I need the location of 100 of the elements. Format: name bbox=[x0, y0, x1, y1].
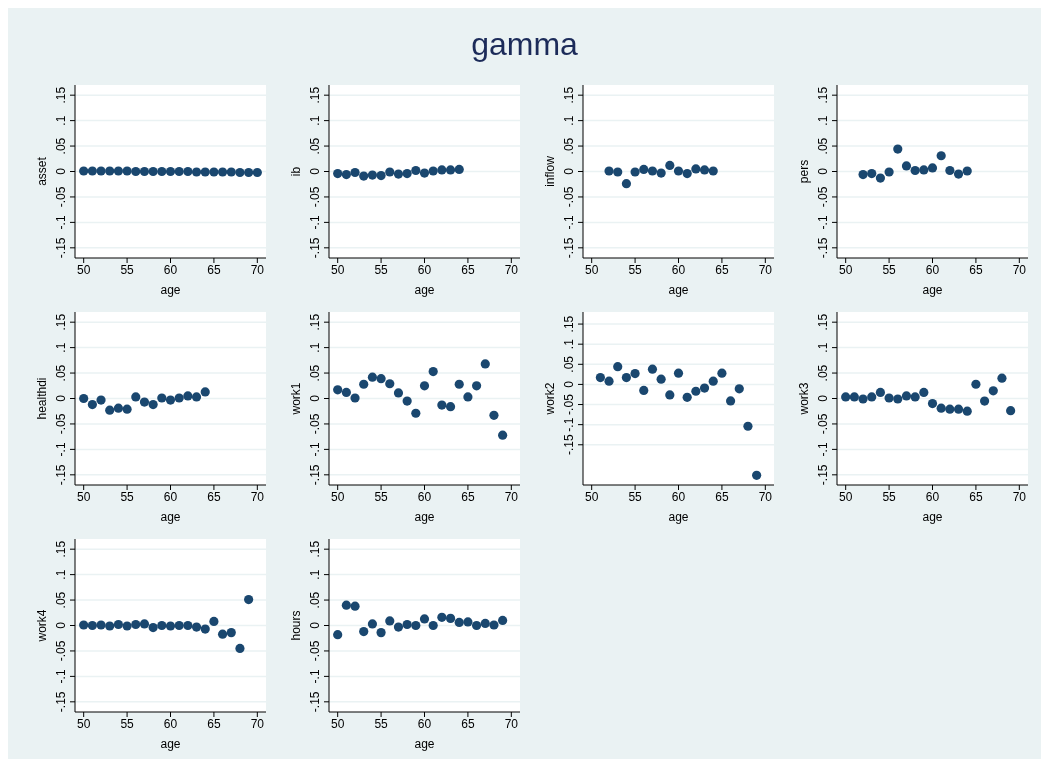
point bbox=[341, 387, 351, 397]
y-tick-label: -.15 bbox=[308, 237, 322, 259]
x-tick-label: 60 bbox=[163, 262, 178, 277]
x-tick-label: 60 bbox=[417, 262, 432, 277]
point bbox=[893, 144, 903, 154]
point bbox=[945, 165, 955, 176]
point bbox=[656, 374, 666, 384]
y-tick-label: .05 bbox=[54, 364, 68, 382]
x-axis-title: age bbox=[414, 737, 435, 751]
x-tick-label: 55 bbox=[120, 716, 135, 731]
x-tick-label: 50 bbox=[331, 262, 345, 277]
y-tick-label: .05 bbox=[308, 591, 322, 609]
y-tick-label: -.15 bbox=[816, 237, 830, 259]
x-tick-label: 65 bbox=[207, 489, 221, 504]
point bbox=[613, 167, 623, 177]
point bbox=[875, 173, 886, 183]
point bbox=[717, 368, 727, 378]
point bbox=[630, 368, 640, 379]
y-tick-label: 0 bbox=[562, 380, 576, 388]
point bbox=[673, 166, 684, 176]
point bbox=[385, 379, 395, 389]
point bbox=[621, 372, 632, 383]
y-tick-label: -.1 bbox=[816, 442, 830, 457]
point bbox=[480, 618, 490, 629]
y-tick-label: .1 bbox=[308, 342, 322, 353]
x-axis-title: age bbox=[922, 283, 943, 297]
point bbox=[428, 366, 438, 377]
point bbox=[682, 168, 692, 179]
x-tick-label: 70 bbox=[250, 489, 265, 504]
point bbox=[333, 385, 343, 395]
point bbox=[139, 397, 150, 407]
point bbox=[191, 622, 202, 632]
x-axis-title: age bbox=[668, 283, 689, 297]
y-tick-label: .05 bbox=[816, 137, 830, 155]
y-tick-label: -.05 bbox=[308, 186, 322, 208]
point bbox=[910, 392, 920, 402]
y-tick-label: .1 bbox=[816, 115, 830, 126]
point bbox=[919, 387, 929, 397]
point bbox=[122, 404, 132, 414]
y-tick-label: .15 bbox=[54, 313, 68, 331]
point bbox=[910, 165, 920, 176]
point bbox=[157, 620, 167, 631]
y-axis-title: healthdi bbox=[35, 377, 50, 420]
point bbox=[359, 379, 369, 389]
x-axis-title: age bbox=[922, 510, 943, 524]
y-tick-label: .05 bbox=[816, 364, 830, 382]
x-tick-label: 65 bbox=[969, 262, 983, 277]
x-tick-label: 70 bbox=[758, 262, 773, 277]
point bbox=[437, 400, 447, 410]
point bbox=[665, 390, 675, 400]
y-tick-label: .1 bbox=[54, 342, 68, 353]
point bbox=[411, 620, 421, 631]
point bbox=[183, 391, 193, 401]
x-tick-label: 55 bbox=[120, 489, 135, 504]
point bbox=[79, 393, 89, 404]
point bbox=[217, 629, 228, 639]
point bbox=[445, 613, 456, 623]
point bbox=[867, 168, 877, 179]
x-axis-title: age bbox=[160, 283, 181, 297]
point bbox=[428, 166, 438, 176]
y-tick-label: -.05 bbox=[562, 393, 576, 415]
point bbox=[96, 620, 106, 630]
point bbox=[673, 368, 684, 378]
x-tick-label: 65 bbox=[461, 716, 475, 731]
y-tick-label: -.15 bbox=[54, 464, 68, 486]
point bbox=[437, 612, 447, 622]
x-tick-label: 50 bbox=[839, 489, 853, 504]
y-tick-label: -.1 bbox=[54, 669, 68, 684]
x-tick-label: 65 bbox=[715, 262, 729, 277]
x-tick-label: 50 bbox=[585, 489, 599, 504]
x-axis-title: age bbox=[414, 510, 435, 524]
x-axis-title: age bbox=[160, 510, 181, 524]
y-tick-label: -.1 bbox=[54, 215, 68, 230]
point bbox=[419, 381, 430, 391]
y-tick-label: -.05 bbox=[54, 640, 68, 662]
point bbox=[87, 620, 97, 631]
y-tick-label: .05 bbox=[308, 137, 322, 155]
point bbox=[893, 394, 903, 404]
x-tick-label: 55 bbox=[374, 262, 389, 277]
y-tick-label: .15 bbox=[562, 86, 576, 104]
point bbox=[428, 620, 438, 631]
y-tick-label: 0 bbox=[54, 167, 68, 175]
point bbox=[708, 376, 718, 386]
x-tick-label: 65 bbox=[461, 262, 475, 277]
y-tick-label: .1 bbox=[54, 115, 68, 126]
x-axis-title: age bbox=[668, 510, 689, 524]
y-tick-label: .15 bbox=[308, 540, 322, 558]
x-tick-label: 60 bbox=[417, 716, 432, 731]
y-tick-label: .15 bbox=[308, 313, 322, 331]
point bbox=[79, 620, 89, 630]
x-tick-label: 50 bbox=[77, 262, 91, 277]
x-tick-label: 70 bbox=[1012, 489, 1027, 504]
point bbox=[341, 600, 351, 610]
point bbox=[209, 616, 219, 627]
point bbox=[148, 622, 158, 633]
point bbox=[962, 406, 972, 416]
point bbox=[393, 622, 404, 632]
y-tick-label: .1 bbox=[562, 338, 576, 350]
point bbox=[962, 166, 972, 176]
x-tick-label: 70 bbox=[504, 716, 519, 731]
